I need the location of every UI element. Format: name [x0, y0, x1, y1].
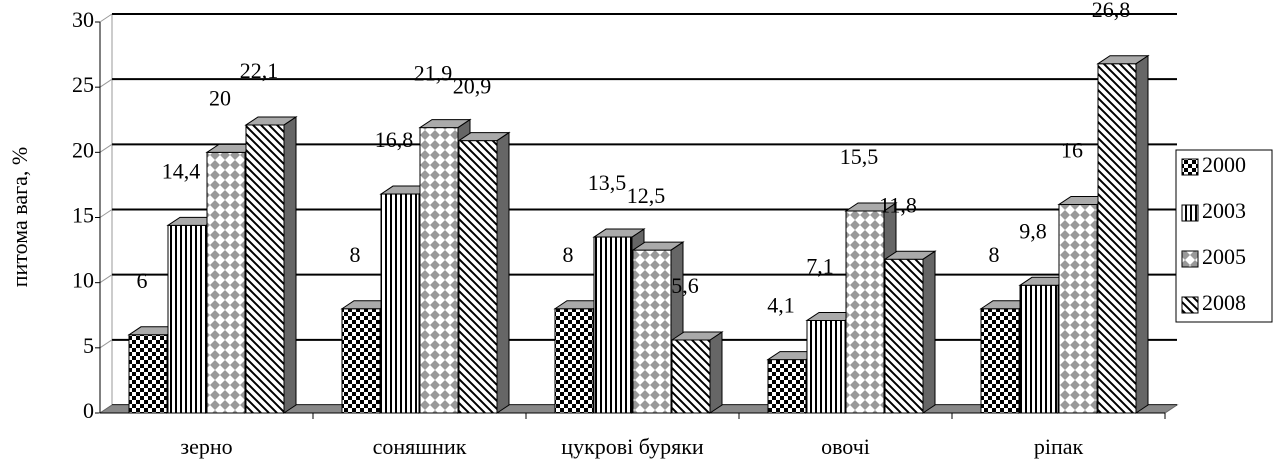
bar-front [884, 258, 924, 414]
bar-front [206, 151, 246, 414]
bar-front [767, 359, 807, 414]
data-label: 15,5 [840, 144, 879, 169]
legend-swatch [1181, 158, 1199, 176]
grid-line-side [99, 78, 113, 88]
legend-label: 2000 [1202, 152, 1246, 177]
bar-front [806, 319, 846, 414]
y-tick-label: 20 [72, 137, 94, 162]
bar-front [458, 140, 498, 414]
x-tick-label: овочі [821, 434, 870, 459]
legend-swatch [1181, 204, 1199, 222]
grid-line-side [99, 274, 113, 284]
x-tick-label: ріпак [1034, 434, 1084, 459]
bar-front [845, 210, 885, 414]
y-axis-label: питома вага, % [7, 147, 32, 287]
y-tick-label: 10 [72, 268, 94, 293]
y-tick-label: 0 [83, 398, 94, 423]
legend-label: 2003 [1202, 198, 1246, 223]
bar-front [167, 224, 207, 414]
bar-side [922, 250, 936, 414]
bar-top [844, 202, 898, 212]
x-tick-label: зерно [180, 434, 232, 459]
bar-side [709, 331, 723, 414]
bar-top [670, 331, 724, 341]
bar-top [592, 228, 646, 238]
bar-front [380, 193, 420, 414]
bar-front [554, 308, 594, 414]
bar-front [1019, 284, 1059, 414]
data-label: 13,5 [588, 170, 627, 195]
data-label: 16 [1061, 138, 1083, 163]
bar-side [496, 131, 510, 414]
bar-front [419, 127, 459, 414]
bar-front [245, 124, 285, 414]
legend-label: 2005 [1202, 244, 1246, 269]
grid-line-side [99, 143, 113, 153]
data-label: 26,8 [1092, 0, 1131, 22]
legend-swatch [1181, 296, 1199, 314]
x-tick-label: цукрові буряки [561, 434, 704, 459]
data-label: 6 [137, 268, 148, 293]
bar-front [593, 236, 633, 414]
data-label: 4,1 [767, 293, 795, 318]
data-label: 21,9 [414, 61, 453, 86]
bar-side [283, 116, 297, 414]
y-tick-label: 15 [72, 203, 94, 228]
data-label: 22,1 [240, 58, 279, 83]
legend-swatch [1181, 250, 1199, 268]
bar-top [1096, 55, 1150, 65]
bar-top [457, 132, 511, 142]
data-label: 11,8 [879, 192, 917, 217]
bar-front [128, 334, 168, 414]
bar-front [980, 308, 1020, 414]
data-label: 12,5 [627, 183, 666, 208]
bar-top [631, 241, 685, 251]
bar-top [244, 116, 298, 126]
x-tick-label: соняшник [373, 434, 467, 459]
data-label: 14,4 [162, 158, 201, 183]
bar-top [883, 250, 937, 260]
y-tick-label: 5 [83, 333, 94, 358]
data-label: 8 [350, 242, 361, 267]
data-label: 8 [989, 242, 1000, 267]
grid-line-side [99, 209, 113, 218]
data-label: 20,9 [453, 74, 492, 99]
bar-front [632, 249, 672, 414]
data-label: 20 [209, 85, 231, 110]
bar-side [1135, 54, 1149, 414]
data-label: 7,1 [806, 254, 834, 279]
data-label: 5,6 [671, 273, 699, 298]
bar-top [418, 119, 472, 129]
grid-line-side [99, 339, 113, 349]
y-tick-label: 30 [72, 7, 94, 32]
grid-line-side [99, 13, 113, 23]
bar-front [671, 339, 711, 414]
data-label: 8 [563, 242, 574, 267]
legend-box [1175, 149, 1273, 323]
bar-front [1097, 63, 1137, 414]
data-label: 16,8 [375, 127, 414, 152]
data-label: 9,8 [1019, 218, 1047, 243]
y-tick-label: 25 [72, 72, 94, 97]
bar-front [341, 308, 381, 414]
bar-front [1058, 203, 1098, 414]
legend-label: 2008 [1202, 290, 1246, 315]
